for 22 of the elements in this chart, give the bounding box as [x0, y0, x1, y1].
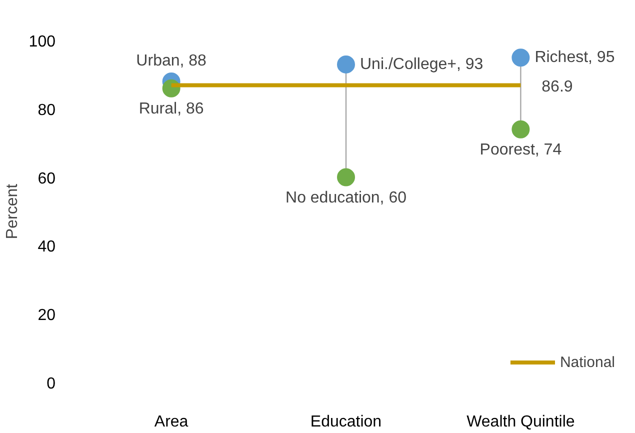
data-label: 86.9	[542, 78, 573, 96]
x-tick-label: Area	[154, 414, 188, 430]
y-axis-title: Percent	[4, 183, 21, 240]
data-label: Uni./College+, 93	[360, 56, 484, 73]
data-label: No education, 60	[286, 189, 407, 206]
y-tick-label: 40	[38, 238, 56, 256]
legend-label: National	[560, 354, 615, 370]
x-tick-label: Education	[310, 414, 382, 430]
point	[337, 55, 355, 74]
data-label: Urban, 88	[136, 52, 207, 70]
y-tick-label: 60	[38, 170, 56, 188]
y-tick-label: 100	[28, 34, 56, 50]
y-tick-label: 20	[38, 307, 56, 324]
y-tick-label: 80	[38, 102, 56, 119]
y-tick-label: 0	[46, 376, 56, 392]
data-label: Richest, 95	[534, 49, 615, 66]
point	[512, 120, 530, 138]
point	[337, 168, 355, 186]
point	[512, 48, 530, 67]
data-label: Poorest, 74	[480, 141, 562, 158]
x-tick-label: Wealth Quintile	[466, 414, 575, 430]
data-label: Rural, 86	[138, 100, 204, 118]
